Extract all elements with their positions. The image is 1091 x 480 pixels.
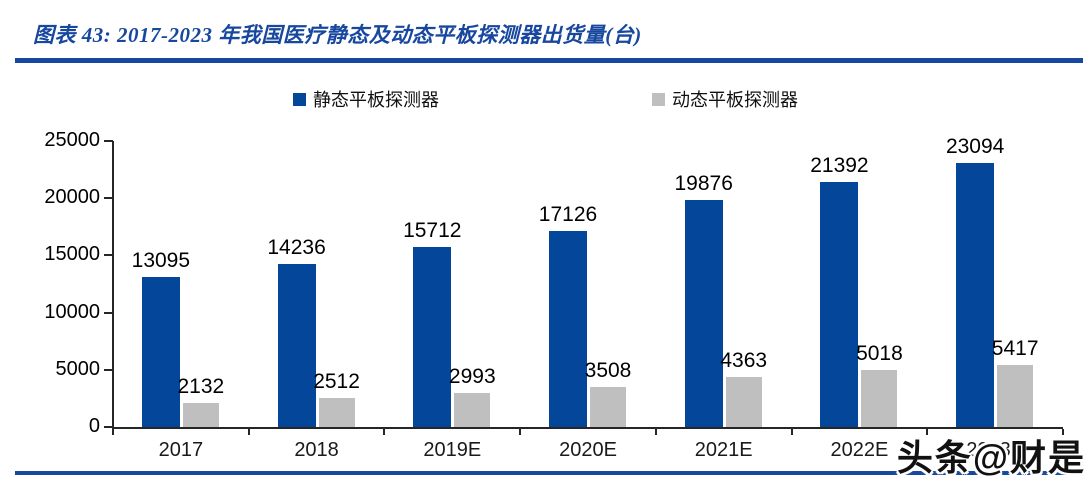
x-axis-category-label: 2023E [966, 439, 1025, 461]
legend-swatch-dynamic [652, 92, 665, 106]
bar-value-label-static: 21392 [810, 154, 869, 178]
bar-dynamic-2020E [590, 386, 626, 427]
y-axis-tick-label: 5000 [55, 357, 101, 380]
y-axis-tick-label: 20000 [44, 186, 100, 209]
y-axis-tick-label: 10000 [44, 300, 100, 323]
y-tick-mark [104, 426, 113, 428]
bar-dynamic-2017 [182, 402, 219, 427]
watermark: 头条@财是 [896, 437, 1086, 478]
bar-value-label-dynamic: 2993 [448, 364, 496, 388]
bar-value-label-dynamic: 3508 [584, 358, 632, 382]
x-axis-category-label: 2019E [423, 439, 482, 461]
y-axis-tick-label: 0 [88, 415, 100, 437]
bar-dynamic-2018 [318, 398, 355, 427]
x-axis-category-label: 2022E [830, 439, 889, 461]
y-axis-tick-label: 15000 [44, 243, 100, 266]
bar-dynamic-2021E [725, 377, 762, 427]
bar-static-2022E [820, 182, 859, 427]
x-tick-mark [112, 429, 114, 435]
x-tick-mark [1062, 429, 1064, 435]
bar-value-label-dynamic: 2132 [177, 374, 225, 398]
bar-dynamic-2019E [454, 392, 491, 427]
x-axis-category-label: 2018 [294, 439, 339, 461]
bar-value-label-dynamic: 5417 [991, 337, 1039, 361]
bar-value-label-static: 13095 [131, 249, 191, 273]
bar-static-2019E [413, 247, 452, 427]
y-tick-mark [104, 197, 113, 200]
y-axis-line [112, 141, 114, 427]
y-tick-mark [104, 311, 113, 314]
legend-item-static: 静态平板探测器 [293, 86, 439, 112]
x-tick-mark [926, 429, 929, 435]
bar-value-label-static: 19876 [674, 171, 733, 195]
x-tick-mark [247, 429, 250, 435]
x-axis-category-label: 2020E [559, 439, 617, 461]
x-axis-category-label: 2021E [694, 439, 753, 461]
bar-dynamic-2023E [997, 365, 1034, 427]
bar-value-label-static: 23094 [945, 134, 1005, 158]
bar-value-label-dynamic: 2512 [313, 370, 360, 394]
legend-item-dynamic: 动态平板探测器 [652, 86, 798, 112]
bar-value-label-dynamic: 5018 [856, 341, 903, 365]
y-axis-tick-label: 25000 [44, 129, 100, 151]
bar-static-2021E [684, 199, 723, 427]
x-tick-mark [790, 429, 793, 435]
x-axis-line [112, 427, 1063, 429]
x-tick-mark [654, 429, 657, 435]
bar-dynamic-2022E [861, 369, 898, 427]
bar-value-label-static: 14236 [267, 236, 326, 260]
bar-static-2020E [549, 231, 587, 427]
bar-value-label-dynamic: 4363 [720, 349, 768, 373]
title-divider-rule [15, 58, 1083, 63]
legend-label-dynamic: 动态平板探测器 [672, 90, 798, 110]
legend-label-static: 静态平板探测器 [313, 90, 439, 110]
x-tick-mark [519, 429, 522, 435]
bar-static-2023E [956, 162, 995, 427]
bar-value-label-static: 15712 [403, 219, 462, 243]
bar-value-label-static: 17126 [538, 203, 598, 227]
legend-swatch-static [293, 92, 306, 106]
y-tick-mark [104, 140, 113, 142]
x-tick-mark [383, 429, 386, 435]
figure-title: 图表 43: 2017-2023 年我国医疗静态及动态平板探测器出货量(台) [33, 23, 642, 47]
bar-static-2018 [277, 264, 316, 427]
bar-static-2017 [141, 277, 180, 427]
y-tick-mark [104, 368, 113, 371]
y-tick-mark [104, 254, 113, 257]
bottom-divider-rule [15, 471, 1083, 475]
x-axis-category-label: 2017 [158, 439, 204, 461]
